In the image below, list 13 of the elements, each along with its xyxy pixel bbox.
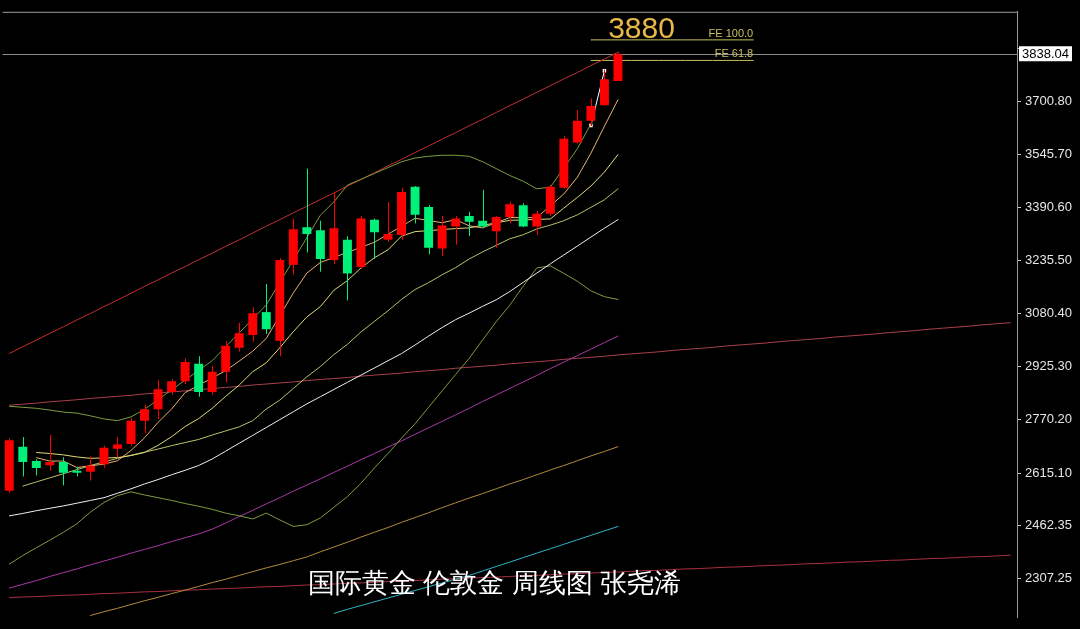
y-tick-label: 2770.20 — [1025, 411, 1072, 427]
ref-line-label: 3838.04 — [1022, 45, 1069, 61]
y-tick-label: 3080.40 — [1025, 305, 1072, 321]
y-tick-label: 3390.60 — [1025, 199, 1072, 215]
y-tick-label: 3235.50 — [1025, 252, 1072, 268]
y-tick-label: 2307.25 — [1025, 570, 1072, 585]
y-tick-label: 3545.70 — [1025, 145, 1072, 161]
series-label: FE 100.0 — [708, 26, 754, 39]
y-tick-label: 2925.30 — [1025, 358, 1072, 374]
y-tick-label: 2615.10 — [1025, 464, 1072, 480]
annotation: 3880 — [608, 10, 675, 44]
y-tick-label: 3700.80 — [1025, 92, 1072, 108]
y-tick-label: 2462.35 — [1025, 516, 1072, 532]
